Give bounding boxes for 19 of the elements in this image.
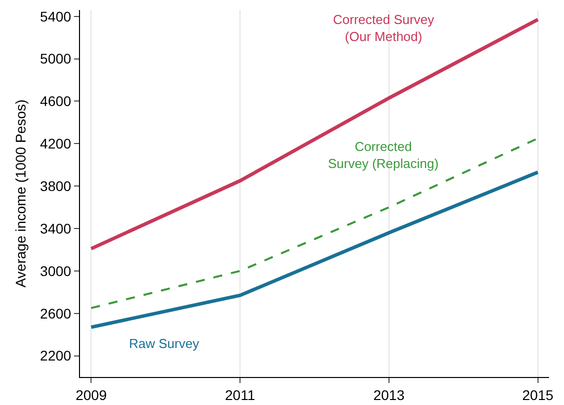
x-tick-label: 2011 [225,386,256,403]
y-tick-label: 5400 [40,8,72,24]
y-tick-label: 3400 [40,220,72,236]
x-tick-label: 2013 [373,386,405,403]
y-tick-label: 2600 [40,305,72,322]
y-tick-label: 4200 [40,136,72,152]
y-tick-label: 3000 [40,262,72,279]
x-tick-label: 2009 [76,386,107,403]
y-tick-label: 5000 [40,50,72,67]
x-tick-label: 2015 [522,386,554,403]
line-series [89,170,540,329]
text: Corrected Survey (Our Method) [333,12,435,44]
series-label: Raw Survey [129,336,200,351]
series-label: Corrected Survey (Replacing) [328,139,439,171]
line-series [90,137,539,310]
y-tick-label: 2200 [40,348,72,364]
y-tick-label: 3800 [40,178,72,194]
y-axis-title: Average income (1000 Pesos) [12,99,29,288]
y-tick-label: 4600 [40,93,72,110]
